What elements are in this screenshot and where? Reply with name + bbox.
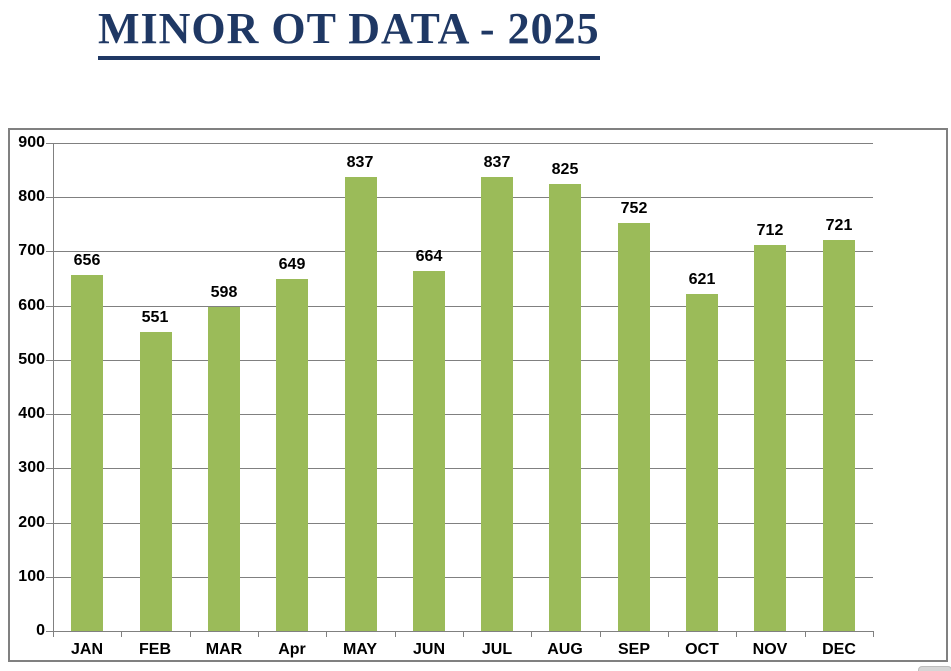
value-label-JUL: 837	[483, 154, 511, 171]
xtick-5	[395, 631, 396, 637]
value-label-DEC: 721	[825, 217, 853, 234]
bar-SEP	[618, 223, 650, 631]
bar-OCT	[686, 294, 718, 631]
xtick-label-FEB: FEB	[139, 641, 171, 658]
xtick-label-JUN: JUN	[412, 641, 445, 658]
xtick-10	[736, 631, 737, 637]
gridline-200	[46, 523, 873, 524]
bar-Apr	[276, 279, 308, 631]
value-label-JAN: 656	[73, 252, 101, 269]
xtick-label-NOV: NOV	[752, 641, 788, 658]
xtick-0	[53, 631, 54, 637]
value-label-Apr: 649	[278, 256, 306, 273]
x-axis-line	[46, 631, 873, 632]
xtick-label-DEC: DEC	[822, 641, 856, 658]
chart-frame: 0 100 200 300 400 500 600 700 800 900 656 JAN 551 FEB…	[8, 128, 948, 662]
gridline-300	[46, 468, 873, 469]
xtick-11	[805, 631, 806, 637]
gridline-400	[46, 414, 873, 415]
ytick-label-200: 200	[18, 514, 45, 531]
bar-DEC	[823, 240, 855, 631]
ytick-label-300: 300	[18, 459, 45, 476]
value-label-SEP: 752	[620, 200, 648, 217]
bar-JUN	[413, 271, 445, 631]
xtick-label-MAR: MAR	[205, 641, 243, 658]
xtick-label-OCT: OCT	[685, 641, 719, 658]
xtick-1	[121, 631, 122, 637]
bar-FEB	[140, 332, 172, 631]
xtick-4	[326, 631, 327, 637]
value-label-NOV: 712	[756, 222, 784, 239]
xtick-label-Apr: Apr	[278, 641, 306, 658]
scrollbar-fragment[interactable]	[918, 666, 951, 671]
value-label-AUG: 825	[551, 161, 579, 178]
ytick-label-500: 500	[18, 351, 45, 368]
xtick-2	[190, 631, 191, 637]
gridline-600	[46, 306, 873, 307]
gridline-100	[46, 577, 873, 578]
xtick-label-JUL: JUL	[481, 641, 513, 658]
gridline-900	[46, 143, 873, 144]
ytick-label-400: 400	[18, 405, 45, 422]
ytick-label-900: 900	[18, 134, 45, 151]
gridline-700	[46, 251, 873, 252]
gridline-500	[46, 360, 873, 361]
bar-NOV	[754, 245, 786, 631]
xtick-label-SEP: SEP	[617, 641, 650, 658]
value-label-FEB: 551	[141, 309, 169, 326]
ytick-label-0: 0	[36, 622, 45, 639]
xtick-label-AUG: AUG	[547, 641, 583, 658]
value-label-MAR: 598	[210, 284, 238, 301]
bar-MAY	[345, 177, 377, 631]
xtick-7	[531, 631, 532, 637]
xtick-label-MAY: MAY	[342, 641, 378, 658]
ytick-label-800: 800	[18, 188, 45, 205]
ytick-label-600: 600	[18, 297, 45, 314]
xtick-8	[600, 631, 601, 637]
bar-AUG	[549, 184, 581, 631]
value-label-MAY: 837	[346, 154, 374, 171]
ytick-label-700: 700	[18, 242, 45, 259]
gridline-800	[46, 197, 873, 198]
bar-MAR	[208, 307, 240, 631]
xtick-6	[463, 631, 464, 637]
bar-JUL	[481, 177, 513, 631]
ytick-label-100: 100	[18, 568, 45, 585]
value-label-JUN: 664	[415, 248, 443, 265]
y-axis-line	[53, 143, 54, 632]
xtick-3	[258, 631, 259, 637]
xtick-9	[668, 631, 669, 637]
chart-title: MINOR OT DATA - 2025	[98, 4, 600, 60]
value-label-OCT: 621	[688, 271, 716, 288]
xtick-label-JAN: JAN	[70, 641, 103, 658]
xtick-12	[873, 631, 874, 637]
bar-JAN	[71, 275, 103, 631]
